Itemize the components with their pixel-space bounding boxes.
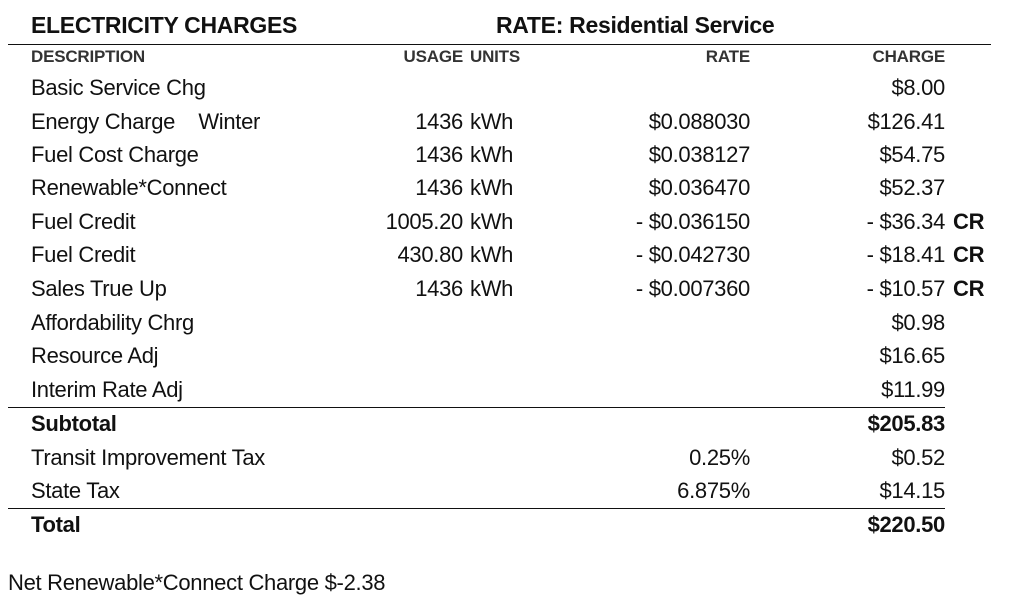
tax-charge: $0.52	[891, 445, 945, 470]
row-rate: $0.036470	[648, 175, 751, 200]
row-units: kWh	[470, 109, 514, 134]
row-usage: 1436	[415, 175, 463, 200]
charge-row: Energy Charge Winter 1436 kWh $0.088030 …	[0, 105, 1024, 138]
tax-row: Transit Improvement Tax 0.25% $0.52	[0, 441, 1024, 474]
row-description: Fuel Credit	[31, 242, 136, 267]
subtotal-divider	[8, 407, 945, 408]
row-usage: 1005.20	[385, 209, 464, 234]
row-description: Resource Adj	[31, 343, 159, 368]
charge-row: Basic Service Chg $8.00	[0, 71, 1024, 104]
column-header-description: DESCRIPTION	[31, 47, 145, 66]
subtotal-amount: $205.83	[867, 411, 946, 436]
row-charge: $126.41	[867, 109, 946, 134]
row-rate: - $0.007360	[635, 276, 750, 301]
row-description: Energy Charge Winter	[31, 109, 261, 134]
tax-charge: $14.15	[879, 478, 946, 503]
row-units: kWh	[470, 209, 514, 234]
tax-description: State Tax	[31, 478, 120, 503]
tax-description: Transit Improvement Tax	[31, 445, 265, 470]
row-charge: $8.00	[891, 75, 945, 100]
subtotal-row: Subtotal $205.83	[0, 407, 1024, 440]
row-usage: 1436	[415, 109, 463, 134]
row-credit-flag: CR	[953, 276, 985, 301]
charge-row: Interim Rate Adj $11.99	[0, 373, 1024, 406]
charge-row: Resource Adj $16.65	[0, 339, 1024, 372]
tax-row: State Tax 6.875% $14.15	[0, 474, 1024, 507]
row-description: Fuel Cost Charge	[31, 142, 199, 167]
charge-row: Renewable*Connect 1436 kWh $0.036470 $52…	[0, 171, 1024, 204]
row-units: kWh	[470, 242, 514, 267]
column-header-units: UNITS	[470, 47, 521, 66]
charge-row: Fuel Cost Charge 1436 kWh $0.038127 $54.…	[0, 138, 1024, 171]
header-divider	[8, 44, 991, 45]
net-renewable-connect-note: Net Renewable*Connect Charge $-2.38	[8, 570, 386, 595]
charge-row: Affordability Chrg $0.98	[0, 306, 1024, 339]
row-units: kWh	[470, 142, 514, 167]
row-credit-flag: CR	[953, 242, 985, 267]
tax-rate: 6.875%	[677, 478, 750, 503]
total-amount: $220.50	[867, 512, 946, 537]
column-header-charge: CHARGE	[872, 47, 946, 66]
row-usage: 430.80	[397, 242, 464, 267]
total-label: Total	[31, 512, 81, 537]
row-charge: $0.98	[891, 310, 945, 335]
row-rate: $0.038127	[648, 142, 751, 167]
section-title: ELECTRICITY CHARGES	[31, 12, 298, 38]
row-charge: $11.99	[881, 377, 945, 402]
row-usage: 1436	[415, 276, 463, 301]
row-charge: - $10.57	[866, 276, 946, 301]
charge-row: Sales True Up 1436 kWh - $0.007360 - $10…	[0, 272, 1024, 305]
row-units: kWh	[470, 175, 514, 200]
tax-rate: 0.25%	[689, 445, 750, 470]
total-divider	[8, 508, 945, 509]
charge-row: Fuel Credit 430.80 kWh - $0.042730 - $18…	[0, 238, 1024, 271]
row-rate: $0.088030	[648, 109, 751, 134]
row-description: Interim Rate Adj	[31, 377, 183, 402]
column-header-rate: RATE	[705, 47, 750, 66]
charge-row: Fuel Credit 1005.20 kWh - $0.036150 - $3…	[0, 205, 1024, 238]
row-rate: - $0.042730	[635, 242, 750, 267]
row-description: Fuel Credit	[31, 209, 136, 234]
row-charge: - $18.41	[866, 242, 946, 267]
row-charge: - $36.34	[866, 209, 946, 234]
row-credit-flag: CR	[953, 209, 985, 234]
total-row: Total $220.50	[0, 508, 1024, 541]
column-header-usage: USAGE	[403, 47, 464, 66]
subtotal-label: Subtotal	[31, 411, 117, 436]
rate-plan-label: RATE: Residential Service	[496, 12, 775, 38]
row-rate: - $0.036150	[635, 209, 750, 234]
row-usage: 1436	[415, 142, 463, 167]
row-units: kWh	[470, 276, 514, 301]
row-description: Affordability Chrg	[31, 310, 194, 335]
row-charge: $52.37	[879, 175, 946, 200]
row-charge: $54.75	[879, 142, 946, 167]
row-charge: $16.65	[879, 343, 946, 368]
row-description: Basic Service Chg	[31, 75, 206, 100]
row-description: Sales True Up	[31, 276, 167, 301]
row-description: Renewable*Connect	[31, 175, 227, 200]
